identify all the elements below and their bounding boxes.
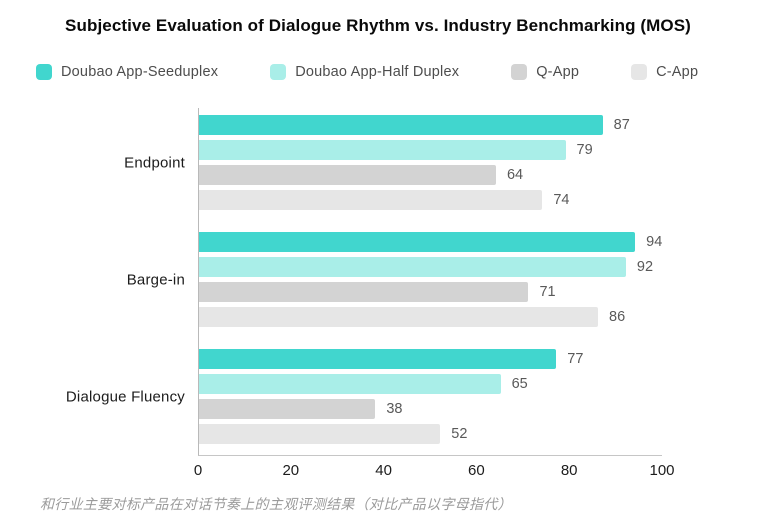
bar-value-label: 77 (567, 351, 584, 367)
legend-swatch (631, 64, 648, 80)
x-tick-label: 80 (560, 462, 578, 479)
bar (199, 257, 626, 277)
bar (199, 307, 599, 327)
legend-label: Doubao App-Half Duplex (295, 64, 460, 80)
footnote: 和行业主要对标产品在对话节奏上的主观评测结果（对比产品以字母指代） (40, 496, 512, 512)
legend-label: Q-App (536, 64, 580, 80)
x-tick-label: 0 (193, 462, 203, 479)
bar-value-label: 87 (613, 117, 630, 133)
bar-value-label: 79 (576, 142, 593, 158)
page-title: Subjective Evaluation of Dialogue Rhythm… (65, 16, 691, 35)
bar (199, 232, 636, 252)
bar-value-label: 94 (646, 234, 663, 250)
bar (199, 424, 441, 444)
bar-value-label: 52 (451, 426, 468, 442)
plot-area (198, 108, 662, 456)
x-tick-label: 100 (649, 462, 675, 479)
legend: Doubao App-Seeduplex Doubao App-Half Dupl… (36, 64, 698, 80)
bar (199, 190, 543, 210)
bar-value-label: 65 (511, 376, 528, 392)
category-label: Barge-in (126, 271, 185, 288)
bar (199, 115, 603, 135)
bar-value-label: 64 (506, 167, 524, 183)
bar-value-label: 86 (609, 309, 626, 325)
bar-value-label: 71 (539, 284, 556, 300)
bar-value-label: 92 (636, 259, 654, 275)
legend-item: C-App (631, 64, 698, 80)
x-tick-label: 20 (282, 462, 300, 479)
x-tick-label: 60 (468, 462, 485, 479)
category-label: Endpoint (124, 154, 185, 171)
legend-item: Doubao App-Seeduplex (36, 64, 218, 80)
legend-swatch (36, 64, 52, 80)
x-tick-label: 40 (375, 462, 392, 479)
legend-item: Q-App (511, 64, 579, 80)
bar (199, 282, 529, 302)
legend-item: Doubao App-Half Duplex (270, 64, 459, 80)
bar (199, 374, 501, 394)
bar (199, 165, 496, 185)
legend-label: Doubao App-Seeduplex (61, 64, 219, 80)
bar (199, 140, 566, 160)
bar (199, 349, 557, 369)
bar (199, 399, 376, 419)
category-label: Dialogue Fluency (65, 388, 185, 405)
bar-value-label: 38 (386, 401, 403, 417)
legend-swatch (270, 64, 287, 80)
legend-label: C-App (656, 64, 699, 80)
legend-swatch (511, 64, 528, 80)
bar-value-label: 74 (553, 192, 570, 208)
